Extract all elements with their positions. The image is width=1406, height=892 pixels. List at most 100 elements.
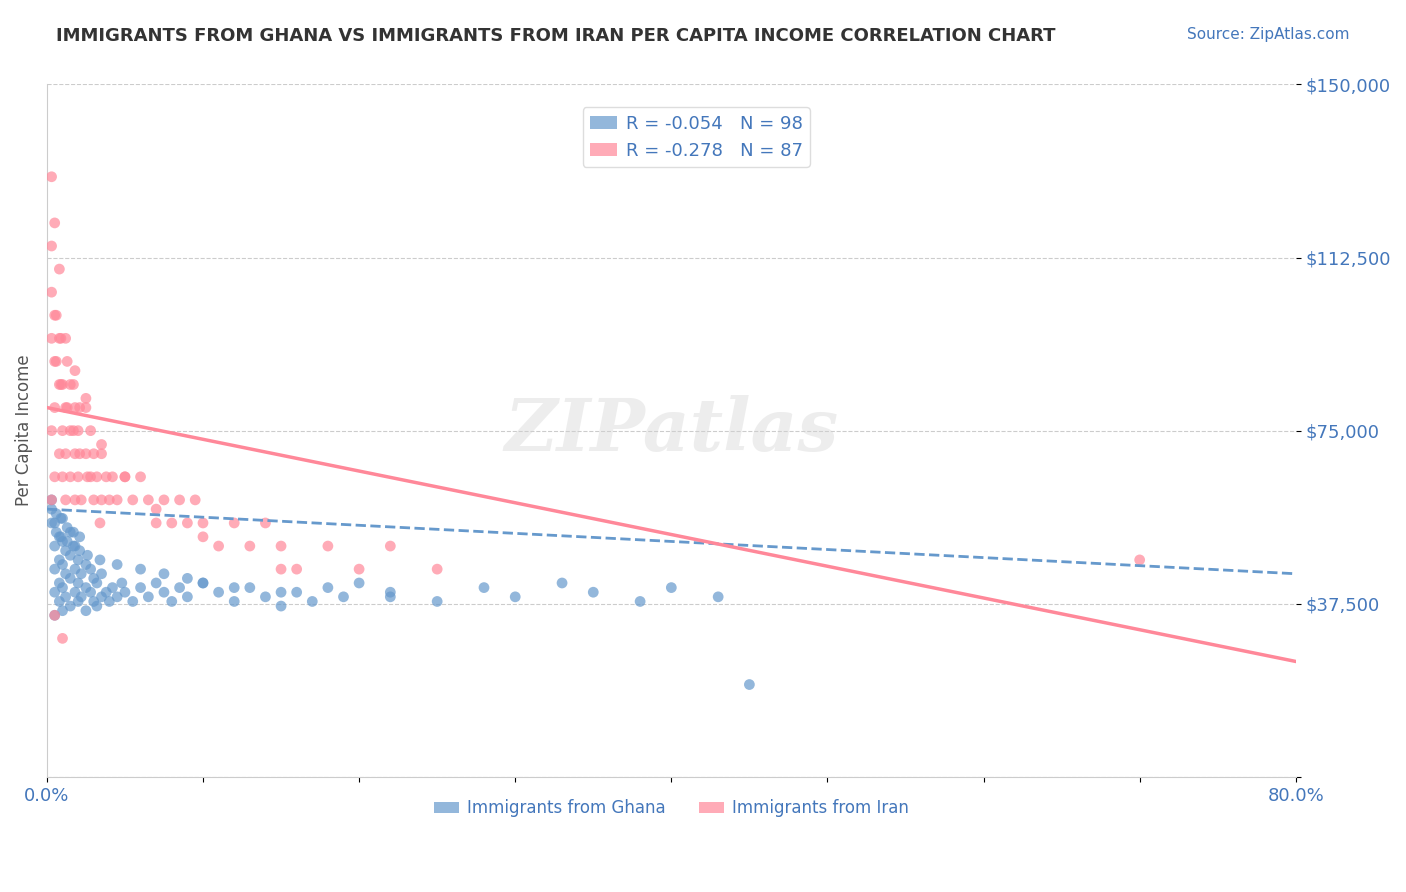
Point <box>96 470 118 484</box>
Point <box>75 604 97 618</box>
Point <box>41 516 63 530</box>
Point <box>254 516 277 530</box>
Point <box>98 492 121 507</box>
Point <box>160 516 183 530</box>
Point <box>270 539 292 553</box>
Point <box>224 516 246 530</box>
Point <box>41 239 63 253</box>
Point <box>69 401 91 415</box>
Point <box>48 553 70 567</box>
Point <box>101 470 124 484</box>
Point <box>76 549 98 563</box>
Point <box>101 581 124 595</box>
Text: ZIPatlas: ZIPatlas <box>505 395 838 467</box>
Point <box>79 424 101 438</box>
Point <box>63 364 86 378</box>
Point <box>69 530 91 544</box>
Point <box>121 492 143 507</box>
Point <box>83 447 105 461</box>
Point <box>184 492 207 507</box>
Point <box>114 470 136 484</box>
Point <box>69 447 91 461</box>
Y-axis label: Per Capita Income: Per Capita Income <box>15 355 32 507</box>
Point <box>114 470 136 484</box>
Point <box>270 585 292 599</box>
Point <box>55 492 77 507</box>
Point <box>45 507 67 521</box>
Point <box>153 585 176 599</box>
Point <box>67 576 90 591</box>
Point <box>316 539 339 553</box>
Point <box>89 516 111 530</box>
Point <box>51 470 73 484</box>
Point <box>44 516 66 530</box>
Point <box>59 549 82 563</box>
Point <box>472 581 495 595</box>
Point <box>426 562 449 576</box>
Point <box>191 576 214 591</box>
Point <box>176 590 198 604</box>
Point <box>270 599 292 613</box>
Point <box>51 377 73 392</box>
Point <box>63 562 86 576</box>
Point <box>63 539 86 553</box>
Point <box>41 502 63 516</box>
Point <box>44 608 66 623</box>
Point <box>45 308 67 322</box>
Point <box>49 511 72 525</box>
Point <box>44 608 66 623</box>
Point <box>90 447 112 461</box>
Point <box>70 566 93 581</box>
Point <box>49 377 72 392</box>
Point <box>176 571 198 585</box>
Point <box>628 594 651 608</box>
Point <box>67 594 90 608</box>
Point <box>316 581 339 595</box>
Point <box>380 585 402 599</box>
Point <box>1129 553 1152 567</box>
Point <box>48 530 70 544</box>
Point <box>51 511 73 525</box>
Point <box>105 590 128 604</box>
Point <box>70 492 93 507</box>
Point <box>145 502 167 516</box>
Point <box>56 520 79 534</box>
Point <box>44 539 66 553</box>
Point <box>285 562 308 576</box>
Point <box>75 401 97 415</box>
Point <box>59 470 82 484</box>
Point <box>86 599 108 613</box>
Point <box>96 585 118 599</box>
Point <box>51 632 73 646</box>
Point <box>347 562 370 576</box>
Point <box>75 392 97 406</box>
Point <box>380 539 402 553</box>
Point <box>79 470 101 484</box>
Point <box>48 447 70 461</box>
Point <box>76 470 98 484</box>
Point <box>62 525 84 540</box>
Point <box>51 558 73 572</box>
Point <box>145 576 167 591</box>
Point <box>67 553 90 567</box>
Point <box>75 447 97 461</box>
Point <box>121 594 143 608</box>
Point <box>48 262 70 277</box>
Point <box>48 594 70 608</box>
Point <box>51 604 73 618</box>
Point <box>86 470 108 484</box>
Point <box>44 354 66 368</box>
Point <box>59 377 82 392</box>
Point <box>207 539 229 553</box>
Point <box>41 424 63 438</box>
Point <box>62 377 84 392</box>
Point <box>55 447 77 461</box>
Point <box>90 590 112 604</box>
Point <box>45 354 67 368</box>
Point <box>90 437 112 451</box>
Point <box>138 492 160 507</box>
Point <box>176 516 198 530</box>
Point <box>63 492 86 507</box>
Point <box>239 581 262 595</box>
Point <box>301 594 323 608</box>
